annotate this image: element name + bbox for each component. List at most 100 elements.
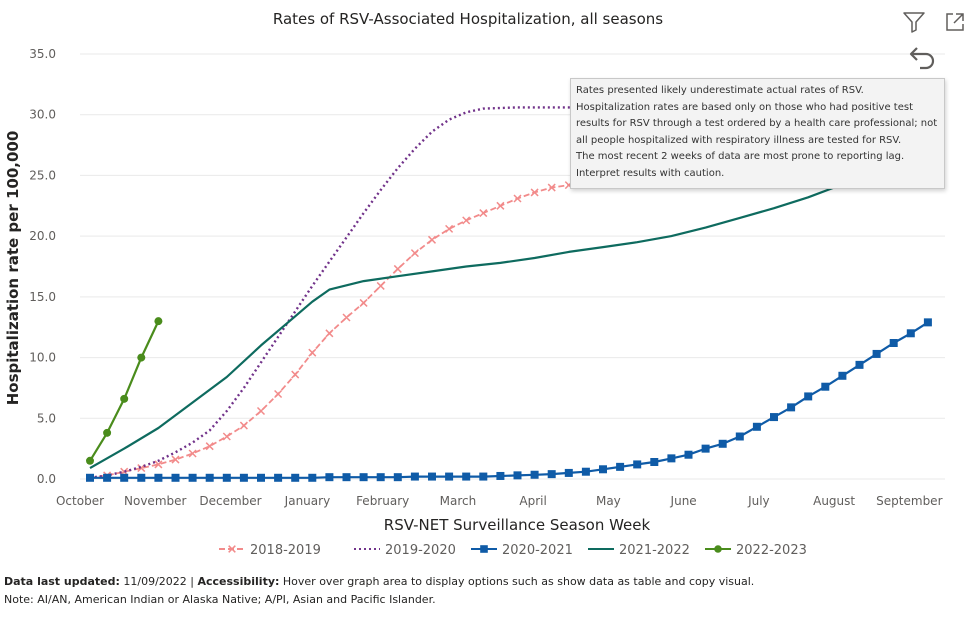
data-point [821, 382, 830, 391]
y-tick-label: 0.0 [37, 472, 56, 486]
data-point [205, 442, 214, 451]
x-tick-label: May [596, 494, 621, 508]
legend-item: 2022-2023 [705, 543, 807, 558]
x-tick-label: April [519, 494, 546, 508]
data-point [120, 394, 129, 403]
x-tick-label: September [876, 494, 942, 508]
data-point [547, 183, 556, 192]
data-point [222, 432, 231, 441]
y-tick-label: 35.0 [29, 47, 56, 61]
data-point [735, 432, 744, 441]
data-point [804, 392, 813, 401]
data-point [257, 473, 265, 482]
back-arrow-icon[interactable] [908, 42, 938, 72]
data-point [393, 473, 402, 482]
x-tick-label: November [124, 494, 186, 508]
x-tick-label: October [56, 494, 104, 508]
data-point [714, 545, 722, 553]
x-axis-ticks: October November December January February Ma… [56, 494, 943, 508]
data-point [667, 454, 676, 463]
updated-value: 11/09/2022 | [119, 575, 198, 588]
accessibility-label: Accessibility: [197, 575, 280, 588]
series-2021-2022 [89, 186, 835, 470]
data-point [325, 473, 334, 482]
chart-title: Rates of RSV-Associated Hospitalization,… [273, 10, 663, 28]
legend-item: 2020-2021 [471, 543, 573, 558]
data-point [462, 472, 471, 481]
y-tick-label: 25.0 [29, 168, 56, 182]
data-point [479, 472, 488, 481]
data-point [599, 465, 607, 474]
data-point [787, 403, 796, 412]
data-point [855, 360, 864, 369]
data-point [633, 460, 642, 469]
data-point [291, 473, 300, 482]
data-point [171, 473, 180, 482]
filter-icon[interactable] [902, 11, 926, 33]
y-axis-title: Hospitalization rate per 100,000 [4, 131, 22, 406]
series-line [89, 186, 835, 470]
data-point [496, 471, 505, 480]
data-point [325, 329, 334, 338]
legend-label: 2022-2023 [736, 543, 807, 558]
footer-note: Note: AI/AN, American Indian or Alaska N… [4, 593, 436, 606]
series-lines [85, 106, 932, 482]
data-point [513, 471, 522, 480]
legend-item: 2018-2019 [219, 543, 321, 558]
data-point [171, 455, 180, 464]
data-point [239, 421, 248, 430]
legend-item: 2019-2020 [354, 543, 456, 558]
focus-mode-icon[interactable] [944, 11, 966, 33]
data-point [445, 472, 454, 481]
x-tick-label: June [670, 494, 697, 508]
data-point [718, 439, 727, 448]
data-point [923, 318, 932, 327]
data-point [228, 545, 236, 553]
legend-label: 2018-2019 [250, 543, 321, 558]
x-tick-label: August [813, 494, 855, 508]
y-tick-label: 5.0 [37, 411, 56, 425]
data-point [427, 235, 437, 244]
data-point [530, 470, 539, 479]
data-point [291, 370, 300, 379]
legend: 2018-2019 2019-2020 2020-2021 2021-2022 2022… [219, 543, 807, 558]
data-point [222, 473, 231, 482]
data-point [410, 472, 419, 481]
updated-label: Data last updated: [4, 575, 120, 588]
chart-area[interactable]: Rates of RSV-Associated Hospitalization,… [0, 0, 980, 580]
data-point [480, 545, 488, 553]
x-tick-label: January [284, 494, 331, 508]
data-point [188, 449, 197, 458]
data-point [342, 313, 351, 322]
tooltip-line: Hospitalization rates are based only on … [576, 101, 938, 146]
data-point [308, 473, 317, 482]
data-point [154, 473, 163, 482]
data-point [410, 249, 419, 258]
data-point [650, 458, 659, 466]
series-2018-2019 [85, 179, 590, 482]
data-point [205, 473, 214, 482]
data-point [342, 473, 351, 482]
series-2019-2020 [89, 106, 655, 479]
chart-tooltip: Rates presented likely underestimate act… [570, 78, 945, 189]
data-point [274, 389, 283, 399]
data-point [581, 467, 590, 476]
data-point [137, 473, 146, 482]
legend-label: 2020-2021 [502, 543, 573, 558]
data-point [479, 209, 488, 218]
data-point [154, 460, 163, 469]
data-point [376, 281, 385, 290]
data-point [684, 450, 693, 459]
series-2022-2023 [86, 317, 163, 465]
data-point [872, 349, 881, 358]
data-point [239, 473, 248, 482]
tooltip-line: The most recent 2 weeks of data are most… [576, 151, 905, 179]
data-point [530, 188, 539, 197]
data-point [274, 473, 283, 482]
data-point [376, 473, 385, 482]
series-line [90, 321, 929, 479]
data-point [137, 353, 146, 362]
data-point [428, 472, 436, 481]
data-point [308, 348, 317, 357]
data-point [906, 329, 915, 338]
